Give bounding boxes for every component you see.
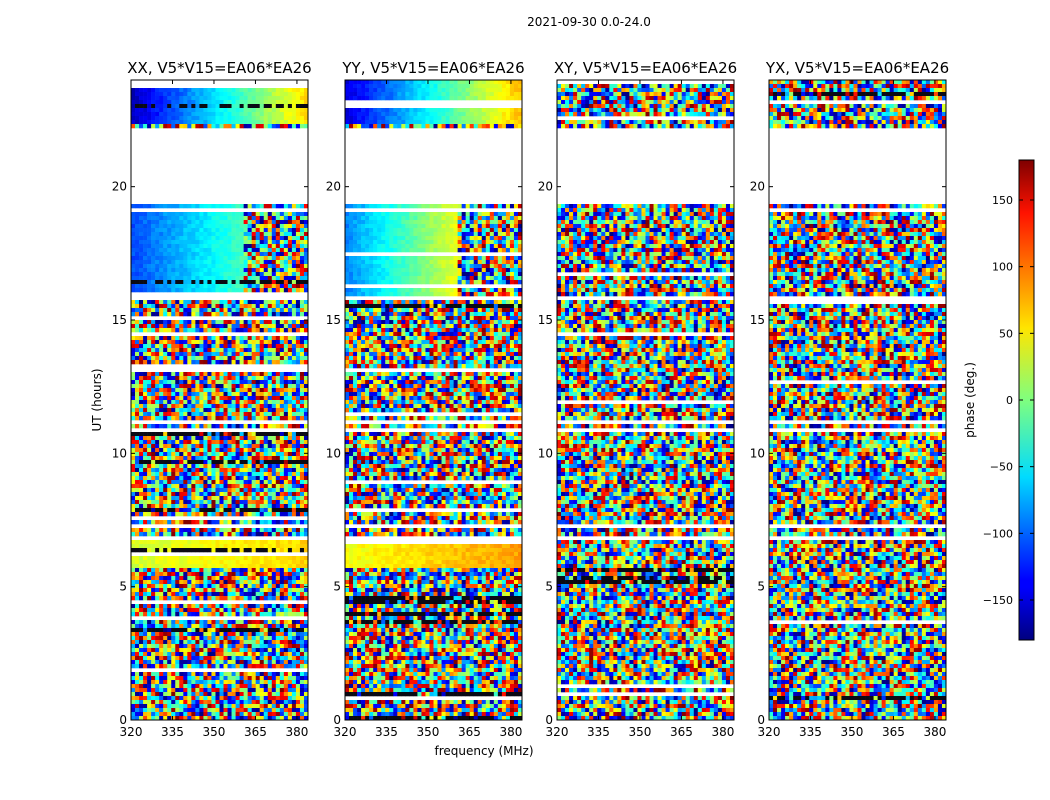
figure-suptitle: 2021-09-30 0.0-24.0 bbox=[527, 15, 651, 29]
panel-yx: YX, V5*V15=EA06*EA26 320 335 350 365 380 0 5 10 1… bbox=[750, 59, 949, 739]
y-tick-label: 0 bbox=[545, 713, 553, 727]
panel-xy: XY, V5*V15=EA06*EA26 320 335 350 365 380 0 5 10 1… bbox=[538, 59, 737, 739]
y-tick-label: 10 bbox=[112, 446, 127, 460]
panel-frame bbox=[130, 79, 309, 721]
colorbar-tick-label: −150 bbox=[983, 594, 1013, 607]
y-tick-label: 20 bbox=[112, 180, 127, 194]
x-tick-label: 365 bbox=[458, 725, 481, 739]
y-tick-label: 0 bbox=[333, 713, 341, 727]
colorbar-tick-label: 50 bbox=[999, 327, 1013, 340]
x-tick-label: 380 bbox=[923, 725, 946, 739]
x-tick-label: 365 bbox=[670, 725, 693, 739]
panel-title: XX, V5*V15=EA06*EA26 bbox=[127, 59, 311, 77]
x-tick-label: 365 bbox=[882, 725, 905, 739]
x-tick-label: 335 bbox=[587, 725, 610, 739]
y-axis-label: UT (hours) bbox=[90, 368, 104, 431]
colorbar-ticks: −150 −100 −50 0 50 100 150 bbox=[983, 194, 1034, 607]
panel-frame bbox=[556, 79, 735, 721]
panels: XX, V5*V15=EA06*EA26 320 335 350 365 380 0 5 10 1… bbox=[112, 59, 949, 739]
y-tick-label: 5 bbox=[119, 580, 127, 594]
y-tick-label: 10 bbox=[326, 446, 341, 460]
heatmap-cells bbox=[769, 80, 946, 720]
x-tick-label: 380 bbox=[711, 725, 734, 739]
y-tick-label: 15 bbox=[112, 313, 127, 327]
colorbar-tick-label: 0 bbox=[1006, 394, 1013, 407]
x-tick-label: 335 bbox=[375, 725, 398, 739]
colorbar-label: phase (deg.) bbox=[963, 362, 977, 438]
x-tick-label: 320 bbox=[758, 725, 781, 739]
colorbar-tick-label: −100 bbox=[983, 527, 1013, 540]
y-tick-label: 5 bbox=[545, 580, 553, 594]
colorbar: −150 −100 −50 0 50 100 150 phase (deg.) bbox=[963, 159, 1035, 641]
heatmap-cells bbox=[131, 88, 308, 720]
panel-yy: YY, V5*V15=EA06*EA26 320 335 350 365 380 0 5 10 1… bbox=[326, 59, 525, 739]
x-tick-label: 380 bbox=[285, 725, 308, 739]
y-tick-label: 20 bbox=[750, 180, 765, 194]
x-tick-label: 350 bbox=[841, 725, 864, 739]
y-tick-label: 20 bbox=[326, 180, 341, 194]
colorbar-tick-label: −50 bbox=[990, 461, 1013, 474]
y-tick-label: 5 bbox=[757, 580, 765, 594]
heatmap-cells bbox=[557, 84, 734, 720]
y-tick-label: 10 bbox=[750, 446, 765, 460]
x-tick-label: 320 bbox=[334, 725, 357, 739]
y-tick-label: 15 bbox=[538, 313, 553, 327]
panel-title: YX, V5*V15=EA06*EA26 bbox=[765, 59, 949, 77]
y-tick-label: 0 bbox=[119, 713, 127, 727]
y-tick-label: 10 bbox=[538, 446, 553, 460]
panel-xx: XX, V5*V15=EA06*EA26 320 335 350 365 380 0 5 10 1… bbox=[112, 59, 312, 739]
colorbar-tick-label: 150 bbox=[992, 194, 1013, 207]
x-tick-label: 335 bbox=[161, 725, 184, 739]
panel-frame bbox=[768, 79, 947, 721]
x-tick-label: 380 bbox=[499, 725, 522, 739]
x-tick-label: 320 bbox=[546, 725, 569, 739]
panel-title: XY, V5*V15=EA06*EA26 bbox=[554, 59, 737, 77]
y-tick-label: 15 bbox=[750, 313, 765, 327]
x-tick-label: 350 bbox=[417, 725, 440, 739]
x-tick-label: 335 bbox=[799, 725, 822, 739]
x-tick-label: 320 bbox=[120, 725, 143, 739]
y-tick-label: 20 bbox=[538, 180, 553, 194]
y-tick-label: 0 bbox=[757, 713, 765, 727]
panel-title: YY, V5*V15=EA06*EA26 bbox=[341, 59, 524, 77]
x-tick-label: 350 bbox=[203, 725, 226, 739]
x-axis-label: frequency (MHz) bbox=[434, 744, 533, 758]
heatmap-cells bbox=[345, 80, 522, 720]
y-tick-label: 15 bbox=[326, 313, 341, 327]
panel-frame bbox=[344, 79, 523, 721]
x-tick-label: 350 bbox=[629, 725, 652, 739]
y-tick-label: 5 bbox=[333, 580, 341, 594]
x-tick-label: 365 bbox=[244, 725, 267, 739]
colorbar-tick-label: 100 bbox=[992, 261, 1013, 274]
